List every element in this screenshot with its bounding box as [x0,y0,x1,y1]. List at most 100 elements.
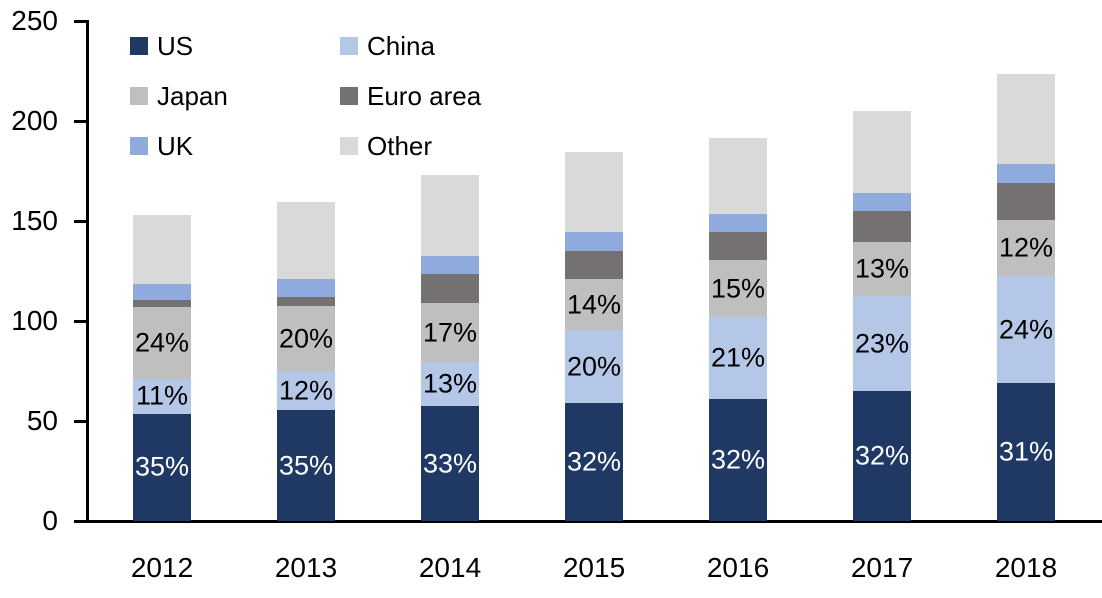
segment-label-china-2016: 21% [710,342,766,373]
bar-segment-china-2014 [421,362,479,406]
bar-segment-uk-2018 [997,164,1055,183]
x-tick-label-2017: 2017 [850,552,914,583]
bar-segment-other-2015 [565,152,623,232]
segment-label-japan-2018: 12% [998,232,1054,263]
legend-swatch-uk [130,137,148,155]
bar-segment-us-2014 [421,406,479,521]
legend-label-china: China [367,31,435,61]
bar-segment-japan-2014 [421,303,479,362]
bar-segment-us-2016 [709,399,767,521]
bar-segment-uk-2016 [709,214,767,232]
segment-label-china-2017: 23% [854,328,910,358]
y-tick-250 [74,20,87,23]
legend-swatch-other [340,137,358,155]
legend-item-other: Other [340,133,432,159]
bar-segment-euro-area-2016 [709,232,767,260]
bar-segment-euro-area-2015 [565,251,623,279]
y-tick-100 [74,320,87,323]
legend-swatch-japan [130,87,148,105]
segment-label-japan-2013: 20% [278,323,334,353]
x-tick-label-2015: 2015 [562,552,626,583]
bar-segment-china-2015 [565,330,623,403]
bar-segment-china-2018 [997,276,1055,383]
y-tick-150 [74,220,87,223]
bar-segment-us-2012 [133,413,191,521]
segment-label-japan-2015: 14% [566,289,622,319]
segment-label-us-2012: 35% [134,451,190,482]
bar-segment-uk-2014 [421,256,479,274]
x-tick-label-2014: 2014 [418,552,482,583]
legend-label-us: US [157,31,194,61]
bar-segment-euro-area-2017 [853,211,911,242]
legend-item-china: China [340,33,435,59]
segment-label-us-2017: 32% [854,440,910,471]
y-tick-0 [74,520,87,523]
legend-swatch-us [130,37,148,55]
y-tick-label-0: 0 [42,505,58,536]
bar-segment-japan-2015 [565,279,623,330]
bar-segment-uk-2015 [565,232,623,251]
x-tick-label-2018: 2018 [994,552,1058,583]
bar-segment-euro-area-2012 [133,299,191,307]
bar-segment-japan-2017 [853,242,911,296]
segment-label-china-2013: 12% [278,375,334,405]
legend-swatch-china [340,37,358,55]
bar-segment-us-2013 [277,410,335,521]
segment-label-japan-2012: 24% [134,327,190,357]
bar-segment-other-2017 [853,111,911,193]
segment-label-japan-2017: 13% [854,253,910,284]
segment-label-japan-2016: 15% [710,273,766,303]
bar-segment-other-2018 [997,74,1055,164]
bar-segment-japan-2013 [277,306,335,371]
bar-segment-china-2017 [853,296,911,391]
y-tick-label-150: 150 [11,205,58,236]
segment-label-japan-2014: 17% [422,317,478,347]
bar-segment-japan-2012 [133,306,191,379]
bar-segment-china-2013 [277,371,335,410]
bar-segment-euro-area-2018 [997,183,1055,220]
segment-label-china-2018: 24% [998,314,1054,344]
bar-segment-uk-2012 [133,283,191,300]
y-tick-label-50: 50 [26,405,58,436]
legend-label-euro-area: Euro area [367,81,482,111]
y-tick-label-100: 100 [11,305,58,336]
legend-item-us: US [130,33,193,59]
segment-label-us-2015: 32% [566,446,622,477]
segment-label-china-2014: 13% [422,368,478,399]
legend-label-japan: Japan [157,81,228,111]
bar-segment-euro-area-2014 [421,274,479,303]
bar-segment-us-2017 [853,391,911,521]
legend-item-uk: UK [130,133,193,159]
y-tick-200 [74,120,87,123]
bar-segment-euro-area-2013 [277,297,335,306]
segment-label-us-2018: 31% [998,436,1054,467]
bar-segment-uk-2017 [853,193,911,211]
y-tick-label-250: 250 [11,5,58,36]
x-tick-label-2016: 2016 [706,552,770,583]
bar-segment-other-2013 [277,202,335,279]
y-axis-line [86,20,89,523]
segment-label-china-2012: 11% [135,380,189,411]
legend-item-japan: Japan [130,83,228,109]
bar-segment-other-2012 [133,214,191,284]
segment-label-us-2016: 32% [710,444,766,475]
y-tick-50 [74,420,87,423]
bar-segment-other-2016 [709,138,767,214]
bar-segment-other-2014 [421,175,479,256]
bar-segment-us-2015 [565,403,623,521]
bar-segment-china-2016 [709,317,767,399]
bar-segment-us-2018 [997,383,1055,521]
segment-label-us-2013: 35% [278,450,334,480]
x-axis-line [85,520,1102,523]
bar-segment-japan-2016 [709,260,767,317]
legend-label-other: Other [367,131,433,161]
x-tick-label-2013: 2013 [274,552,338,583]
y-tick-label-200: 200 [11,105,58,136]
segment-label-china-2015: 20% [566,351,622,381]
bar-segment-china-2012 [133,378,191,414]
legend-label-uk: UK [157,131,194,161]
segment-label-us-2014: 33% [422,448,478,478]
bar-segment-uk-2013 [277,279,335,297]
legend-item-euro-area: Euro area [340,83,481,109]
